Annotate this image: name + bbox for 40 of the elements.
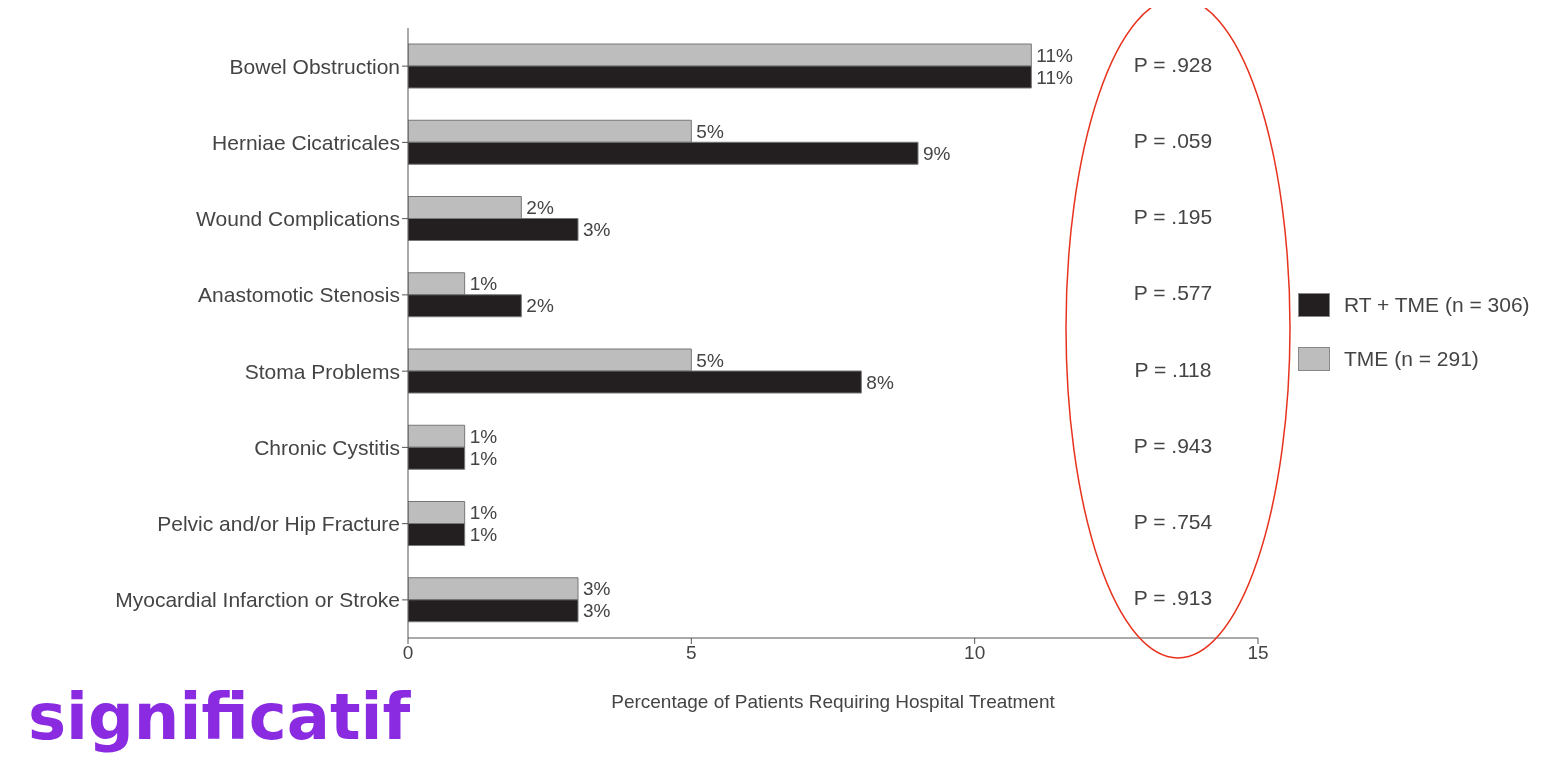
annotation: P = .943 [1133,433,1213,457]
annotation: P = .913 [1133,586,1213,610]
x-tick-label: 15 [1247,642,1269,664]
y-tick-label: Wound Complications [196,207,400,231]
y-tick-label: Bowel Obstruction [229,54,400,78]
legend-label: RT + TME (n = 306) [1344,293,1530,317]
annotation: P = .754 [1133,510,1213,534]
data-label: 1% [469,502,498,524]
data-label: 2% [526,295,554,317]
annotation: P = .928 [1133,52,1213,76]
data-label: 11% [1036,44,1074,66]
data-label: 1% [469,524,498,546]
data-label: 1% [469,447,498,469]
data-label: 3% [583,600,611,622]
x-axis-title: Percentage of Patients Requiring Hospital Treatment [611,691,1056,712]
x-tick-label: 10 [964,642,986,664]
y-tick-label: Pelvic and/or Hip Fracture [157,512,400,536]
legend-label: TME (n = 291) [1344,347,1479,371]
data-label: 3% [583,578,611,600]
annotation: P = .577 [1133,281,1213,305]
data-label: 1% [469,273,498,295]
data-label: 2% [526,197,554,219]
y-tick-label: Anastomotic Stenosis [198,283,400,307]
x-tick-label: 5 [686,642,697,664]
text: significatif [28,680,411,754]
annotation: P = .059 [1133,128,1213,152]
data-label: 9% [923,142,951,164]
data-label: 3% [583,219,611,241]
y-tick-label: Myocardial Infarction or Stroke [115,588,400,612]
data-label: 1% [469,425,498,447]
data-label: 8% [866,371,894,393]
x-tick-label: 0 [402,642,414,664]
annotation: P = .118 [1134,357,1212,381]
y-tick-label: Chronic Cystitis [254,435,400,459]
annotation: P = .195 [1133,205,1213,229]
y-tick-label: Stoma Problems [244,359,400,383]
y-tick-label: Herniae Cicatricales [212,130,400,154]
data-label: 5% [696,349,724,371]
data-label: 11% [1036,66,1074,88]
data-label: 5% [696,120,724,142]
